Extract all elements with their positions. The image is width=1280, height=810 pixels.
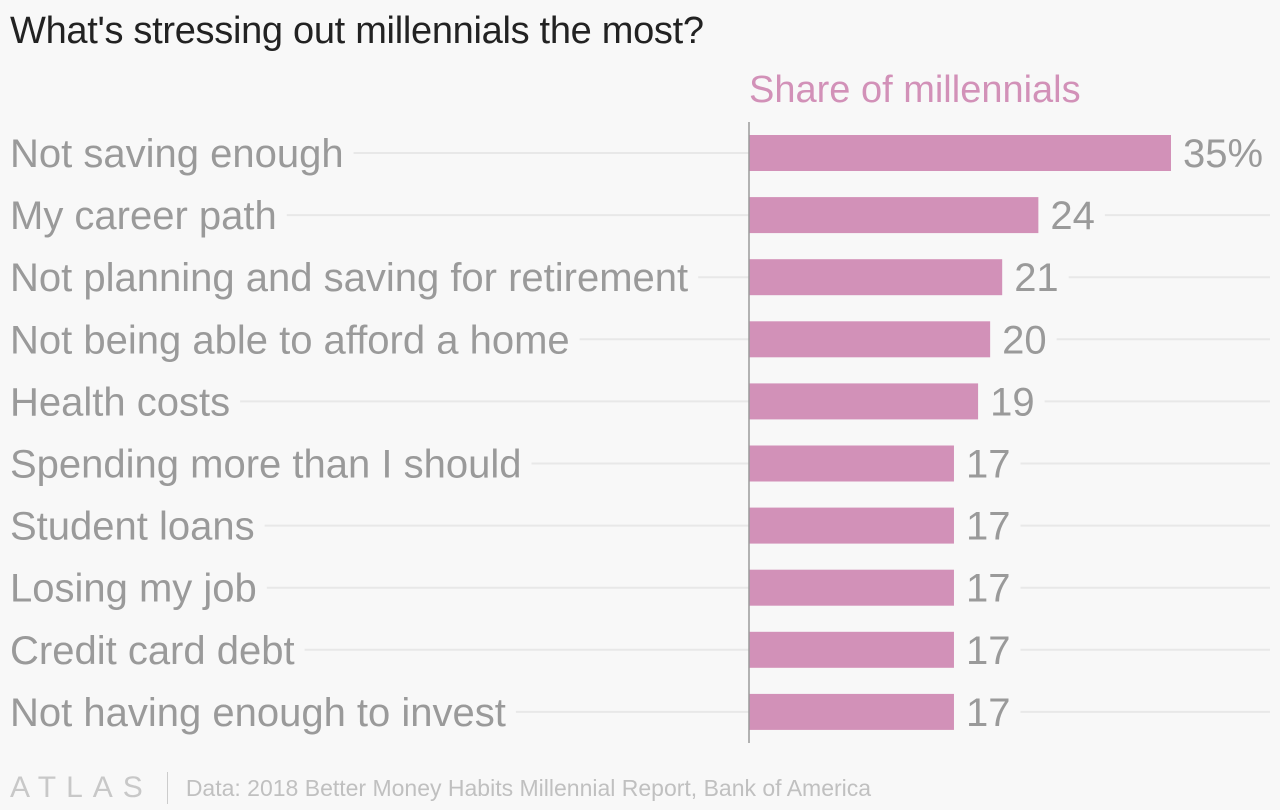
atlas-logo: ATLAS: [10, 771, 153, 804]
bar: [749, 135, 1171, 171]
value-label: 17: [966, 691, 1011, 735]
value-label: 19: [990, 380, 1035, 424]
bar: [749, 569, 954, 606]
category-labels: Not saving enough My career path Not plann…: [10, 132, 688, 735]
value-label: 35%: [1183, 132, 1263, 176]
category-label: Losing my job: [10, 567, 257, 611]
series-header: Share of millennials: [749, 69, 1081, 111]
bars: [749, 135, 1171, 730]
category-label: Not saving enough: [10, 132, 344, 176]
category-label: Student loans: [10, 505, 255, 549]
category-label: Not planning and saving for retirement: [10, 256, 688, 300]
value-label: 17: [966, 443, 1011, 487]
bar: [749, 631, 954, 668]
source-note: Data: 2018 Better Money Habits Millennia…: [185, 774, 872, 801]
value-label: 21: [1014, 256, 1058, 300]
category-label: Health costs: [10, 380, 230, 424]
category-label: Not having enough to invest: [10, 691, 506, 735]
bar: [749, 259, 1003, 296]
bar: [749, 383, 979, 420]
value-label: 20: [1002, 318, 1046, 362]
footer-divider: [166, 772, 168, 804]
bar: [749, 321, 991, 358]
gridlines: [240, 152, 1270, 713]
category-label: Spending more than I should: [10, 443, 521, 487]
value-labels: 35% 24 21 20 19 17 17 17 17 17: [966, 132, 1263, 735]
category-label: Not being able to afford a home: [10, 318, 570, 362]
value-label: 17: [966, 505, 1011, 549]
bar: [749, 445, 954, 482]
chart-title: What's stressing out millennials the mos…: [10, 10, 704, 52]
value-label: 17: [966, 629, 1011, 673]
footer: ATLAS Data: 2018 Better Money Habits Mil…: [10, 770, 871, 806]
bar: [749, 507, 954, 544]
bar-chart: Share of millennials Not saving enough My …: [10, 69, 1270, 743]
category-label: Credit card debt: [10, 629, 295, 673]
bar: [749, 197, 1039, 234]
category-label: My career path: [10, 194, 277, 238]
value-label: 17: [966, 567, 1011, 611]
value-label: 24: [1050, 194, 1095, 238]
bar: [749, 693, 954, 730]
